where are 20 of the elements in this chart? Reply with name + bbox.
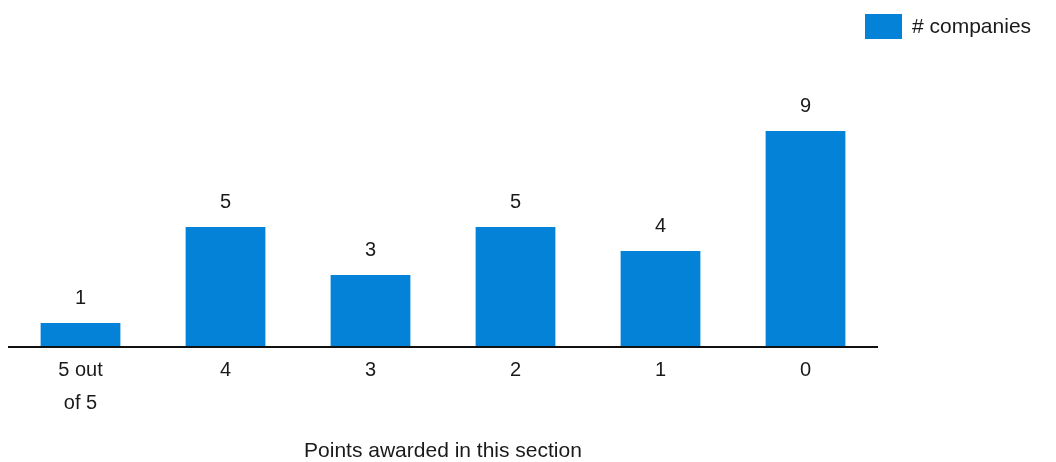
x-tick-label: 0	[799, 358, 812, 380]
data-label: 5	[509, 190, 522, 212]
bar	[330, 275, 411, 347]
bar	[765, 131, 846, 347]
x-tick-label: 4	[219, 358, 232, 380]
data-label: 1	[74, 286, 87, 308]
bar	[40, 323, 121, 347]
bar	[620, 251, 701, 347]
x-tick-label: 2	[509, 358, 522, 380]
x-axis-title: Points awarded in this section	[304, 438, 582, 461]
x-tick-label: 1	[654, 358, 667, 380]
bar	[475, 227, 556, 347]
data-label: 3	[364, 238, 377, 260]
data-label: 4	[654, 214, 667, 236]
data-label: 5	[219, 190, 232, 212]
x-tick-label: 5 out of 5	[58, 358, 104, 413]
data-label: 9	[799, 94, 812, 116]
legend-label: # companies	[912, 14, 1032, 37]
x-tick-label: 3	[364, 358, 377, 380]
bar	[185, 227, 266, 347]
